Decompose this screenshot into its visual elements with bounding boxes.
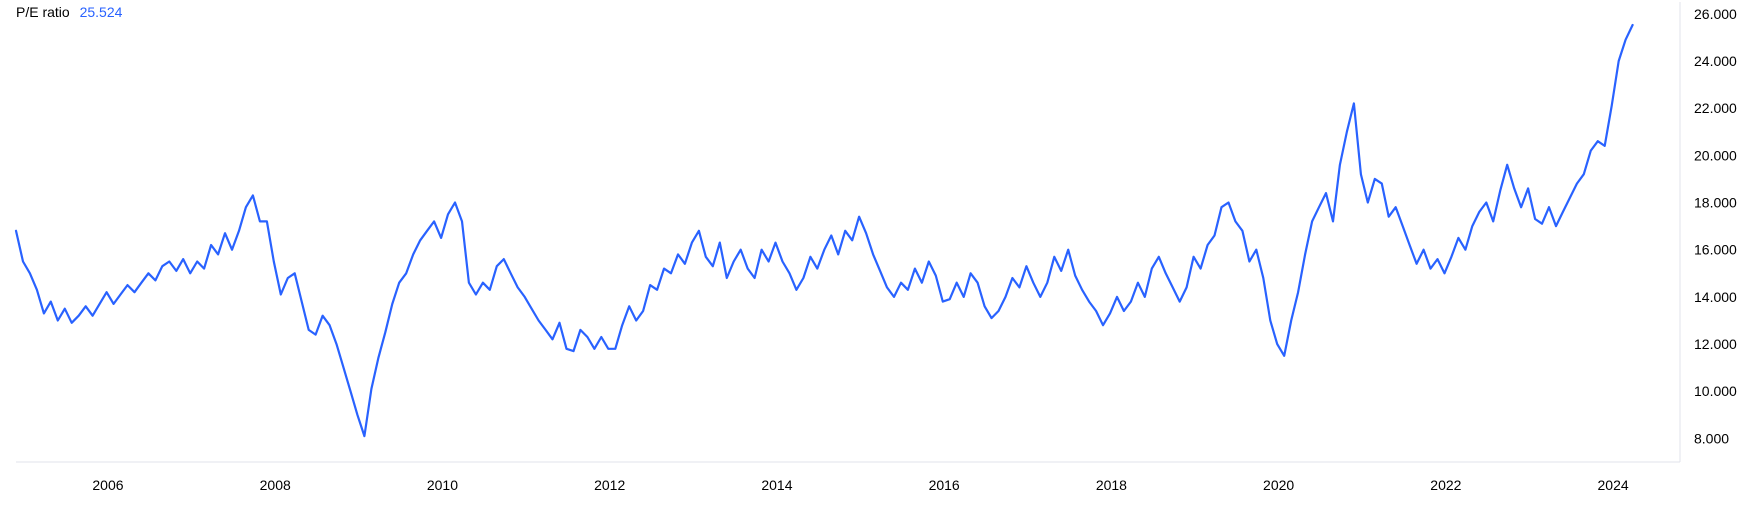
- pe-ratio-chart[interactable]: P/E ratio 25.524 2006 2008 2010 2012 2014 201…: [0, 0, 1755, 517]
- x-tick-label: 2020: [1263, 477, 1294, 493]
- x-tick-label: 2008: [260, 477, 291, 493]
- legend-label: P/E ratio: [16, 4, 70, 20]
- series-line: [16, 25, 1633, 436]
- y-tick-label: 10.000: [1694, 383, 1737, 399]
- x-tick-label: 2024: [1598, 477, 1629, 493]
- y-tick-label: 16.000: [1694, 242, 1737, 258]
- y-tick-label: 26.000: [1694, 6, 1737, 22]
- x-tick-label: 2018: [1096, 477, 1127, 493]
- chart-legend: P/E ratio 25.524: [16, 4, 122, 21]
- y-tick-label: 18.000: [1694, 195, 1737, 211]
- x-tick-label: 2006: [92, 477, 123, 493]
- y-tick-label: 12.000: [1694, 336, 1737, 352]
- y-tick-label: 24.000: [1694, 53, 1737, 69]
- x-tick-label: 2014: [761, 477, 792, 493]
- y-tick-label: 20.000: [1694, 147, 1737, 163]
- x-tick-label: 2016: [929, 477, 960, 493]
- x-tick-label: 2012: [594, 477, 625, 493]
- x-tick-label: 2022: [1430, 477, 1461, 493]
- x-tick-label: 2010: [427, 477, 458, 493]
- chart-svg: 2006 2008 2010 2012 2014 2016 2018 2020 2022 2024…: [0, 0, 1755, 517]
- y-tick-label: 22.000: [1694, 100, 1737, 116]
- y-tick-label: 8.000: [1694, 430, 1729, 446]
- legend-value: 25.524: [80, 4, 123, 20]
- y-tick-label: 14.000: [1694, 289, 1737, 305]
